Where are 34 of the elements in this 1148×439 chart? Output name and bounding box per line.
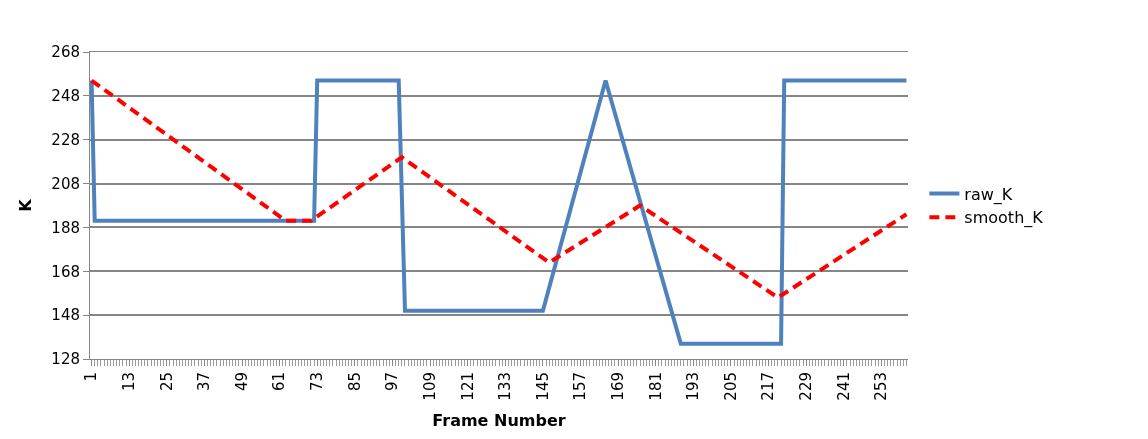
x-tick-label: 109 (420, 372, 439, 401)
legend-label: raw_K (964, 184, 1013, 205)
legend-label: smooth_K (964, 208, 1044, 229)
x-tick-label: 241 (834, 372, 853, 401)
x-tick-label: 1 (82, 372, 101, 382)
x-tick-label: 205 (721, 372, 740, 401)
y-tick-label: 248 (51, 87, 80, 106)
y-tick-label: 188 (51, 218, 80, 237)
x-tick-label: 37 (195, 372, 214, 392)
x-tick-label: 253 (872, 372, 891, 401)
x-axis-title: Frame Number (432, 411, 566, 431)
y-tick-label: 268 (51, 43, 80, 62)
x-tick-label: 85 (345, 372, 364, 392)
x-tick-label: 97 (383, 372, 402, 392)
x-tick-label: 181 (646, 372, 665, 401)
y-axis-title: K (16, 198, 36, 212)
y-tick-label: 208 (51, 174, 80, 193)
x-tick-label: 49 (232, 372, 251, 392)
y-tick-label: 228 (51, 130, 80, 149)
x-tick-label: 169 (608, 372, 627, 401)
x-tick-label: 121 (458, 372, 477, 401)
x-tick-label: 61 (270, 372, 289, 392)
y-tick-label: 128 (51, 350, 80, 369)
x-tick-label: 73 (308, 372, 327, 392)
x-tick-label: 157 (571, 372, 590, 401)
x-tick-label: 217 (759, 372, 778, 401)
x-tick-label: 13 (120, 372, 139, 392)
x-tick-label: 193 (684, 372, 703, 401)
x-tick-label: 133 (496, 372, 515, 401)
y-tick-label: 168 (51, 262, 80, 281)
x-tick-label: 229 (797, 372, 816, 401)
x-tick-label: 145 (533, 372, 552, 401)
y-tick-label: 148 (51, 306, 80, 325)
x-tick-label: 25 (157, 372, 176, 392)
